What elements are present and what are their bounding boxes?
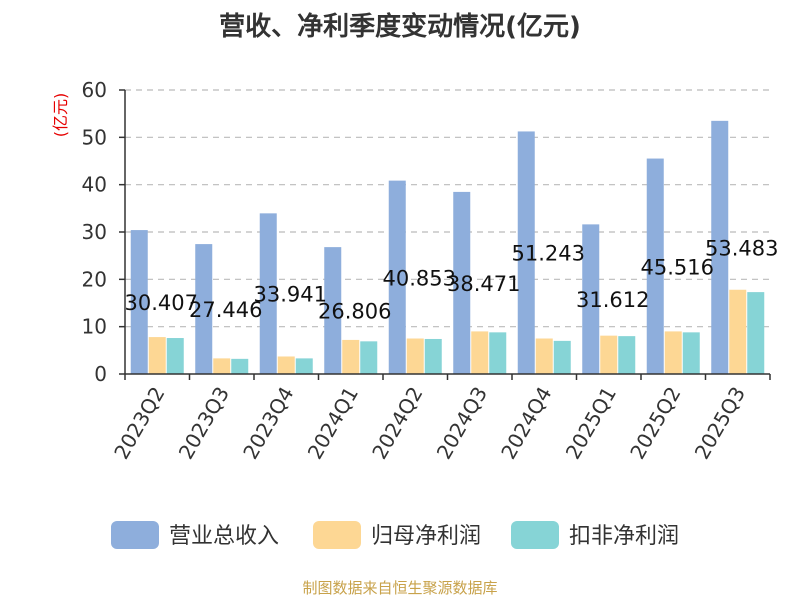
y-tick-label: 40 [82,173,107,197]
x-tick-label: 2024Q1 [303,383,363,464]
bar [277,356,295,374]
x-tick-label: 2025Q2 [625,383,685,464]
bar [166,338,184,374]
data-label: 31.612 [576,288,649,312]
data-label: 27.446 [189,298,262,322]
bar [553,340,571,374]
legend-swatch [313,521,361,549]
bar [148,337,166,374]
data-label: 26.806 [318,300,391,324]
gridlines [125,89,770,328]
data-label: 51.243 [512,242,585,266]
bar [388,180,406,374]
legend-swatch [511,521,559,549]
bar [582,224,600,374]
y-tick-label: 0 [94,362,107,386]
x-tick-label: 2025Q3 [690,383,750,464]
bar [259,213,277,374]
bar [600,335,618,374]
bar [360,341,378,374]
data-label: 40.853 [383,266,456,290]
y-tick-label: 10 [82,315,107,339]
bar [747,292,765,374]
x-tick-label: 2025Q1 [561,383,621,464]
bar [424,338,442,374]
bars [130,120,765,374]
bar [130,230,148,374]
bar [729,289,747,374]
bar [213,358,231,374]
data-label: 53.483 [705,236,778,260]
x-tick-label: 2023Q2 [109,383,169,464]
chart-title: 营收、净利季度变动情况(亿元) [219,11,581,42]
legend: 营业总收入 归母净利润 扣非净利润 [111,521,679,549]
y-axis-label: (亿元) [51,93,70,138]
source-note: 制图数据来自恒生聚源数据库 [302,579,497,597]
x-tick-label: 2023Q3 [174,383,234,464]
bar [453,191,471,374]
bar [489,332,507,374]
bar [517,131,535,374]
bar [342,339,360,374]
y-tick-label: 50 [82,125,107,149]
legend-swatch [111,521,159,549]
bar [711,120,729,374]
data-label: 33.941 [254,283,327,307]
y-tick-label: 20 [82,267,107,291]
y-axis-ticks: 0 10 20 30 40 50 60 [82,78,125,386]
y-tick-label: 60 [82,78,107,102]
data-label: 45.516 [641,255,714,279]
bar [618,336,636,374]
x-axis-ticks: 2023Q2 2023Q3 2023Q4 2024Q1 2024Q2 2024Q3 2024… [109,374,771,464]
bar [682,332,700,374]
bar [535,338,553,374]
y-tick-label: 30 [82,220,107,244]
data-label: 38.471 [447,272,520,296]
bar [471,331,489,374]
x-tick-label: 2024Q3 [432,383,492,464]
x-tick-label: 2024Q2 [367,383,427,464]
x-tick-label: 2024Q4 [496,383,556,464]
bar [646,158,664,374]
bar [195,244,213,374]
bar [231,358,249,374]
bar [295,358,313,374]
legend-label: 营业总收入 [169,524,279,549]
bar [664,331,682,374]
bar [324,247,342,374]
bar [406,338,424,374]
x-tick-label: 2023Q4 [238,383,298,464]
data-label: 30.407 [125,291,198,315]
legend-label: 归母净利润 [371,524,481,549]
legend-label: 扣非净利润 [569,524,679,549]
